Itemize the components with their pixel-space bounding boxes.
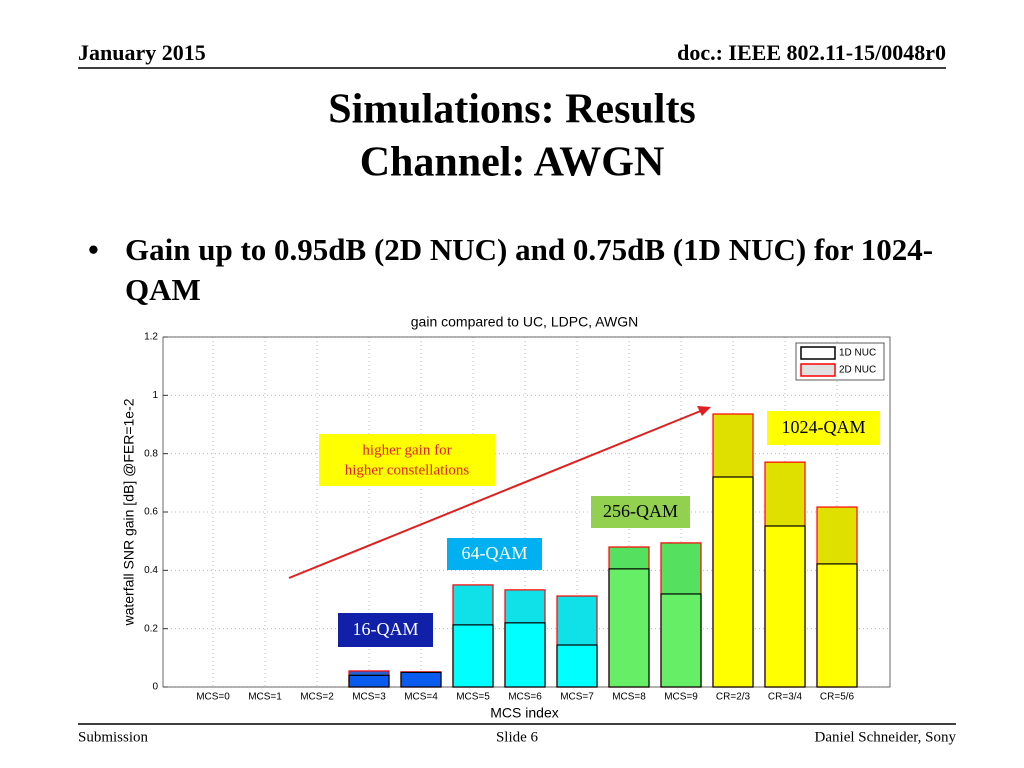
trend-arrow bbox=[288, 409, 704, 579]
x-tick-label: CR=3/4 bbox=[768, 692, 803, 703]
x-axis-label: MCS index bbox=[490, 705, 558, 721]
x-tick-label: MCS=2 bbox=[300, 692, 334, 703]
y-tick-label: 0 bbox=[152, 682, 158, 693]
y-tick-label: 1.2 bbox=[144, 332, 158, 343]
header-doc: doc.: IEEE 802.11-15/0048r0 bbox=[677, 40, 946, 65]
x-tick-label: MCS=3 bbox=[352, 692, 386, 703]
footer-center: Slide 6 bbox=[496, 729, 539, 745]
x-tick-label: CR=2/3 bbox=[716, 692, 751, 703]
slide-title: Simulations: Results bbox=[328, 87, 696, 133]
chart: 0 0.2 0.4 0.6 0.8 1 1.2 MCS=0 MCS=1 MCS=2 MCS=3 MCS… bbox=[121, 314, 891, 721]
bar bbox=[712, 476, 754, 688]
bar bbox=[400, 671, 442, 688]
annotation: higher constellations bbox=[345, 462, 470, 478]
annotation-box bbox=[447, 538, 542, 570]
annotation-box bbox=[591, 496, 690, 528]
bar bbox=[348, 674, 390, 688]
legend-label: 2D NUC bbox=[839, 365, 876, 376]
footer-left: Submission bbox=[78, 729, 149, 745]
x-tick-label: MCS=5 bbox=[456, 692, 490, 703]
x-tick-label: MCS=0 bbox=[196, 692, 230, 703]
footer-right: Daniel Schneider, Sony bbox=[815, 729, 957, 745]
y-tick-label: 0.2 bbox=[144, 623, 158, 634]
annotation-box bbox=[767, 411, 880, 445]
trend-arrow-head bbox=[697, 406, 711, 416]
annotation: 64-QAM bbox=[462, 543, 528, 563]
bullet-text: Gain up to 0.95dB (2D NUC) and 0.75dB (1… bbox=[125, 232, 934, 307]
x-tick-label: MCS=8 bbox=[612, 692, 646, 703]
annotation-box bbox=[338, 613, 433, 647]
annotation: higher gain for bbox=[362, 442, 451, 458]
annotation-box bbox=[319, 434, 495, 486]
x-tick-label: MCS=7 bbox=[560, 692, 594, 703]
x-tick-label: MCS=9 bbox=[664, 692, 698, 703]
x-tick-label: MCS=1 bbox=[248, 692, 282, 703]
bar bbox=[556, 644, 598, 688]
legend-label: 1D NUC bbox=[839, 348, 876, 359]
y-tick-label: 0.6 bbox=[144, 507, 158, 518]
y-axis-label: waterfall SNR gain [dB] @FER=1e-2 bbox=[121, 398, 137, 626]
annotation: 16-QAM bbox=[353, 619, 419, 639]
x-tick-label: MCS=4 bbox=[404, 692, 438, 703]
y-tick-label: 0.4 bbox=[144, 565, 158, 576]
header-date: January 2015 bbox=[78, 40, 206, 65]
bar bbox=[816, 563, 858, 688]
bar bbox=[452, 624, 494, 688]
annotation: 256-QAM bbox=[603, 501, 678, 521]
bar bbox=[764, 525, 806, 688]
x-tick-label: MCS=6 bbox=[508, 692, 542, 703]
bar bbox=[660, 593, 702, 688]
legend-swatch bbox=[800, 363, 836, 377]
annotation: 1024-QAM bbox=[782, 417, 866, 437]
bar bbox=[504, 622, 546, 688]
x-tick-label: CR=5/6 bbox=[820, 692, 855, 703]
slide-title: Channel: AWGN bbox=[360, 140, 665, 186]
y-tick-label: 1 bbox=[152, 390, 158, 401]
chart-title: gain compared to UC, LDPC, AWGN bbox=[411, 314, 638, 330]
bullet-dot: • bbox=[88, 232, 99, 267]
y-tick-label: 0.8 bbox=[144, 448, 158, 459]
bar bbox=[608, 568, 650, 688]
legend-swatch bbox=[800, 346, 836, 360]
